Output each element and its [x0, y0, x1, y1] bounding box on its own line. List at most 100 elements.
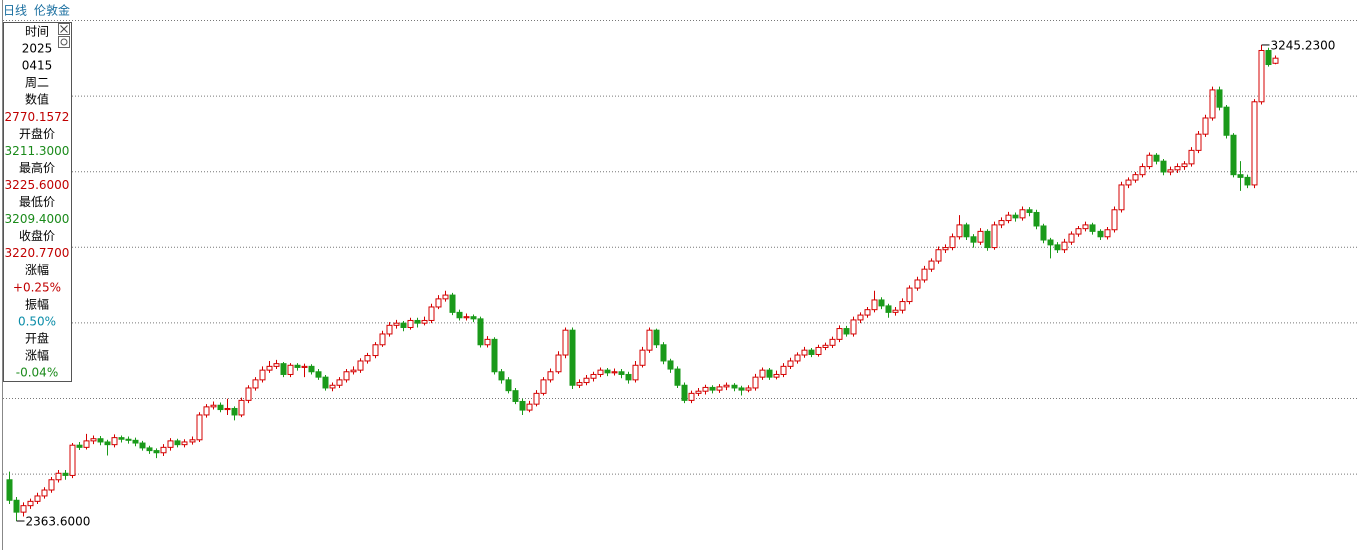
candle-body [625, 373, 632, 381]
candle-body [590, 373, 597, 379]
candle-body [118, 437, 125, 440]
candle-body [111, 437, 118, 446]
candle-body [1068, 233, 1075, 243]
candle-body [906, 287, 913, 303]
candle-body [1054, 244, 1061, 251]
candle-body [301, 365, 308, 368]
candle-body [562, 329, 569, 356]
annotation-label: 2363.6000 [26, 515, 91, 529]
candle-body [787, 360, 794, 367]
candle-body [6, 479, 13, 501]
candle-body [674, 368, 681, 386]
candle-body [407, 319, 414, 328]
candle-body [892, 309, 899, 313]
candle-body [252, 379, 259, 389]
chart-subtitle: 伦敦金 [34, 3, 70, 18]
info-text: 振幅 [25, 296, 49, 311]
candle-body [885, 305, 892, 313]
candle-body [1265, 49, 1272, 66]
candle-body [646, 329, 653, 351]
candle-body [83, 440, 90, 448]
candle-body [569, 329, 576, 386]
candle-body [709, 386, 716, 391]
candle-body [526, 403, 533, 411]
candle-body [716, 386, 723, 391]
candle-body [1237, 174, 1244, 178]
grid [3, 20, 1358, 475]
candle-body [688, 392, 695, 401]
info-text: -0.04% [16, 366, 58, 380]
candle-body [132, 439, 139, 444]
candle-body [48, 479, 55, 491]
candle-body [343, 371, 350, 381]
candle-body [836, 328, 843, 340]
info-text: 3225.6000 [5, 178, 70, 192]
candle-body [935, 249, 942, 262]
candle-body [280, 363, 287, 375]
candle-body [364, 355, 371, 362]
candle-body [505, 379, 512, 392]
candle-body [357, 360, 364, 371]
candle-body [1258, 49, 1265, 103]
candle-body [259, 369, 266, 381]
info-text: 0.50% [18, 314, 56, 328]
info-text: 收盘价 [19, 228, 55, 243]
info-text: 时间 [25, 25, 49, 39]
candle-body [899, 301, 906, 311]
candle-body [1089, 224, 1096, 232]
candle-body [1230, 134, 1237, 176]
candle-body [104, 441, 111, 446]
candle-body [1033, 211, 1040, 227]
candle-body [1132, 174, 1139, 181]
candle-body [963, 224, 970, 238]
candle-body [540, 379, 547, 394]
candle-body [1160, 160, 1167, 173]
info-text: 2025 [22, 42, 53, 56]
candle-body [336, 379, 343, 386]
candle-body [153, 450, 160, 454]
candle-body [1082, 224, 1089, 230]
info-text: 周二 [25, 76, 49, 90]
candle-body [181, 441, 188, 446]
info-text: 3211.3000 [5, 144, 70, 158]
candle-body [998, 220, 1005, 226]
candle-body [597, 369, 604, 375]
candle-body [547, 371, 554, 381]
candle-body [231, 407, 238, 416]
candle-body [20, 505, 27, 513]
candle-body [470, 316, 477, 320]
candle-body [477, 318, 484, 346]
candle-body [1251, 101, 1258, 186]
candle-body [491, 338, 498, 373]
candle-body [1104, 229, 1111, 238]
candle-body [914, 279, 921, 289]
annotation-label: 3245.2300 [1271, 38, 1336, 52]
info-text: 开盘 [25, 330, 49, 345]
settings-button[interactable] [58, 36, 70, 48]
candle-body [273, 363, 280, 367]
candle-body [766, 369, 773, 378]
candle-body [780, 365, 787, 375]
candle-body [949, 236, 956, 249]
candle-body [287, 364, 294, 375]
candle-body [1047, 239, 1054, 246]
candle-body [850, 319, 857, 335]
candle-body [921, 268, 928, 281]
candle-body [1195, 133, 1202, 151]
candle-body [611, 371, 618, 374]
candle-body [1174, 166, 1181, 171]
candle-body [1167, 169, 1174, 173]
candle-body [555, 354, 562, 373]
candle-body [1139, 166, 1146, 176]
settings-icon [60, 38, 68, 46]
candle-body [977, 230, 984, 243]
candle-body [695, 390, 702, 394]
candle-body [196, 414, 203, 441]
candle-body [97, 438, 104, 443]
candle-body [991, 224, 998, 249]
candle-body [34, 495, 41, 502]
candle-body [372, 344, 379, 357]
candle-body [843, 328, 850, 335]
